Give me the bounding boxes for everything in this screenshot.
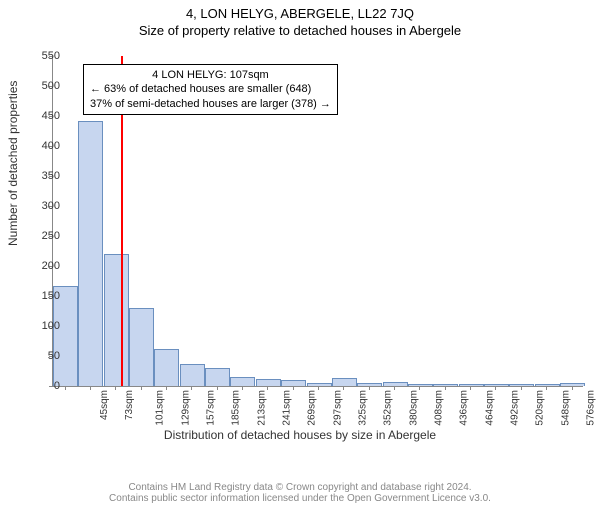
xtick-mark (394, 386, 395, 390)
xtick-mark (318, 386, 319, 390)
xtick-mark (65, 386, 66, 390)
xtick-label: 73sqm (124, 390, 135, 420)
xtick-label: 548sqm (560, 390, 571, 426)
xtick-label: 325sqm (358, 390, 369, 426)
xtick-mark (115, 386, 116, 390)
ytick-label: 250 (42, 230, 60, 242)
bar (459, 384, 484, 386)
footer: Contains HM Land Registry data © Crown c… (0, 482, 600, 504)
xtick-mark (419, 386, 420, 390)
page-subtitle: Size of property relative to detached ho… (0, 23, 600, 38)
xtick-mark (90, 386, 91, 390)
xtick-label: 213sqm (256, 390, 267, 426)
bar (408, 384, 433, 386)
footer-line1: Contains HM Land Registry data © Crown c… (0, 482, 600, 493)
xtick-label: 297sqm (332, 390, 343, 426)
ytick-label: 0 (54, 380, 60, 392)
ytick-mark (49, 386, 53, 387)
ytick-label: 200 (42, 260, 60, 272)
xtick-label: 352sqm (383, 390, 394, 426)
ytick-label: 100 (42, 320, 60, 332)
bar (281, 380, 306, 386)
bar (332, 378, 357, 386)
xtick-label: 129sqm (180, 390, 191, 426)
xtick-mark (546, 386, 547, 390)
bar (484, 384, 509, 386)
bar (560, 383, 585, 386)
bar (256, 379, 281, 386)
y-axis-label: Number of detached properties (6, 81, 20, 246)
xtick-label: 408sqm (434, 390, 445, 426)
annotation-box: 4 LON HELYG: 107sqm ← 63% of detached ho… (83, 64, 338, 115)
ytick-label: 350 (42, 170, 60, 182)
ytick-label: 300 (42, 200, 60, 212)
bar (307, 383, 332, 386)
xtick-mark (166, 386, 167, 390)
bar (205, 368, 230, 386)
xtick-mark (495, 386, 496, 390)
bar (509, 384, 534, 386)
page-title: 4, LON HELYG, ABERGELE, LL22 7JQ (0, 6, 600, 21)
bar (78, 121, 103, 386)
footer-line2: Contains public sector information licen… (0, 493, 600, 504)
xtick-label: 520sqm (535, 390, 546, 426)
xtick-mark (191, 386, 192, 390)
xtick-label: 101sqm (155, 390, 166, 426)
bar (433, 384, 458, 386)
xtick-label: 380sqm (408, 390, 419, 426)
xtick-label: 492sqm (510, 390, 521, 426)
xtick-mark (445, 386, 446, 390)
xtick-label: 185sqm (231, 390, 242, 426)
xtick-label: 157sqm (205, 390, 216, 426)
bar (535, 384, 560, 386)
ytick-label: 50 (48, 350, 60, 362)
ytick-label: 550 (42, 50, 60, 62)
xtick-mark (141, 386, 142, 390)
bar (357, 383, 382, 386)
xtick-mark (572, 386, 573, 390)
annotation-line1: 4 LON HELYG: 107sqm (90, 68, 331, 82)
xtick-label: 464sqm (484, 390, 495, 426)
xtick-mark (521, 386, 522, 390)
xtick-mark (267, 386, 268, 390)
bar (383, 382, 408, 386)
xtick-label: 436sqm (459, 390, 470, 426)
bar (104, 254, 129, 386)
xtick-mark (242, 386, 243, 390)
ytick-label: 450 (42, 110, 60, 122)
plot-area: 45sqm73sqm101sqm129sqm157sqm185sqm213sqm… (52, 56, 583, 387)
xtick-mark (343, 386, 344, 390)
xtick-mark (293, 386, 294, 390)
xtick-mark (217, 386, 218, 390)
annotation-line3: 37% of semi-detached houses are larger (… (90, 97, 331, 111)
ytick-label: 150 (42, 290, 60, 302)
ytick-label: 500 (42, 80, 60, 92)
bar (129, 308, 154, 386)
xtick-label: 241sqm (282, 390, 293, 426)
x-axis-label: Distribution of detached houses by size … (0, 428, 600, 442)
xtick-label: 576sqm (586, 390, 597, 426)
bar (154, 349, 179, 386)
xtick-label: 45sqm (99, 390, 110, 420)
bar (180, 364, 205, 386)
xtick-mark (470, 386, 471, 390)
xtick-label: 269sqm (307, 390, 318, 426)
ytick-label: 400 (42, 140, 60, 152)
chart-container: Number of detached properties 45sqm73sqm… (0, 46, 600, 446)
annotation-line2: ← 63% of detached houses are smaller (64… (90, 82, 331, 96)
bar (230, 377, 255, 386)
xtick-mark (369, 386, 370, 390)
